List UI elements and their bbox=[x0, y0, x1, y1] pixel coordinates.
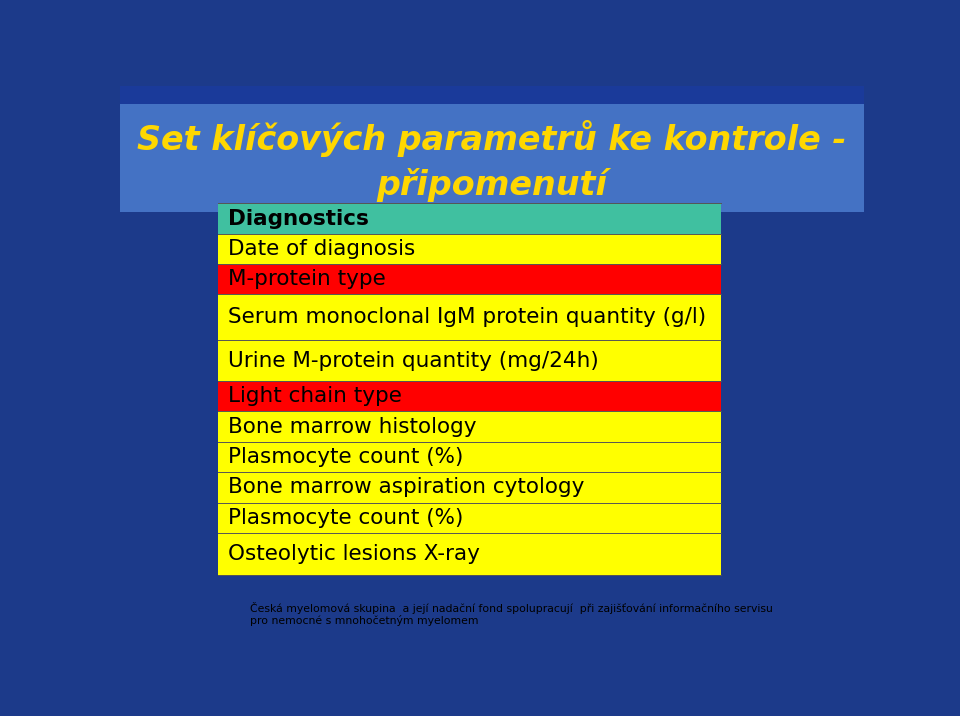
Bar bbox=[218, 203, 721, 233]
Bar bbox=[218, 503, 721, 533]
Bar bbox=[218, 264, 721, 294]
Bar bbox=[120, 586, 864, 637]
Bar bbox=[218, 294, 721, 340]
Text: Česká myelomová skupina  a její nadační fond spolupracují  při zajišťování infor: Česká myelomová skupina a její nadační f… bbox=[251, 601, 773, 626]
Text: Diagnostics: Diagnostics bbox=[228, 208, 369, 228]
Bar bbox=[218, 412, 721, 442]
Text: Bone marrow histology: Bone marrow histology bbox=[228, 417, 476, 437]
Text: Plasmocyte count (%): Plasmocyte count (%) bbox=[228, 447, 464, 467]
Text: Urine M-protein quantity (mg/24h): Urine M-protein quantity (mg/24h) bbox=[228, 351, 599, 371]
Text: Bone marrow aspiration cytology: Bone marrow aspiration cytology bbox=[228, 478, 585, 498]
Bar bbox=[218, 340, 721, 381]
Bar bbox=[218, 473, 721, 503]
Bar bbox=[218, 381, 721, 412]
Text: Date of diagnosis: Date of diagnosis bbox=[228, 239, 415, 259]
Bar bbox=[218, 533, 721, 576]
Text: Set klíčových parametrů ke kontrole -: Set klíčových parametrů ke kontrole - bbox=[137, 120, 847, 157]
Bar bbox=[218, 442, 721, 473]
Text: Serum monoclonal IgM protein quantity (g/l): Serum monoclonal IgM protein quantity (g… bbox=[228, 307, 706, 327]
Bar bbox=[120, 104, 864, 212]
Bar bbox=[218, 233, 721, 264]
Text: M-protein type: M-protein type bbox=[228, 269, 386, 289]
Text: Light chain type: Light chain type bbox=[228, 386, 401, 406]
Text: připomenutí: připomenutí bbox=[376, 168, 608, 202]
Text: Plasmocyte count (%): Plasmocyte count (%) bbox=[228, 508, 464, 528]
Text: Osteolytic lesions X-ray: Osteolytic lesions X-ray bbox=[228, 544, 480, 564]
Bar bbox=[120, 86, 864, 104]
